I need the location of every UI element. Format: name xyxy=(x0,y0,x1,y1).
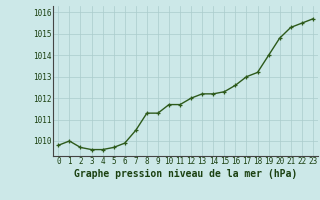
X-axis label: Graphe pression niveau de la mer (hPa): Graphe pression niveau de la mer (hPa) xyxy=(74,169,297,179)
